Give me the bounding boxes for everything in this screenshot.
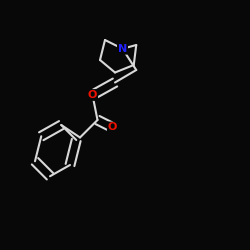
Text: N: N	[118, 44, 127, 54]
Text: O: O	[88, 90, 97, 100]
Text: O: O	[108, 122, 117, 132]
